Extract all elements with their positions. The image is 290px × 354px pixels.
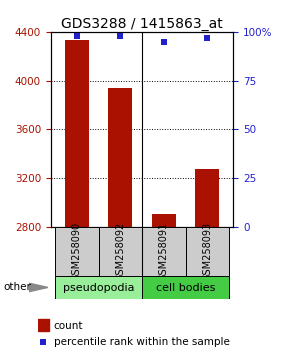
Bar (38, 319, 49, 331)
Bar (186, 227, 229, 276)
Text: GSM258091: GSM258091 (159, 222, 169, 281)
Bar (55, 276, 142, 299)
Bar (108, 88, 132, 227)
Point (162, 39, 166, 45)
Title: GDS3288 / 1415863_at: GDS3288 / 1415863_at (61, 17, 223, 31)
Bar (152, 215, 176, 227)
Polygon shape (29, 283, 48, 292)
Text: GSM258093: GSM258093 (202, 222, 212, 281)
Text: other: other (3, 282, 31, 292)
Point (118, 33, 123, 39)
Bar (55, 227, 99, 276)
Bar (65, 40, 89, 227)
Text: count: count (54, 320, 83, 331)
Bar (142, 276, 229, 299)
Point (75, 33, 79, 39)
Bar (142, 227, 186, 276)
Text: pseudopodia: pseudopodia (63, 282, 134, 293)
Point (205, 35, 210, 41)
Bar (195, 169, 219, 227)
Point (41, 339, 45, 344)
Text: GSM258090: GSM258090 (72, 222, 82, 281)
Bar (99, 227, 142, 276)
Text: percentile rank within the sample: percentile rank within the sample (54, 337, 229, 347)
Text: GSM258092: GSM258092 (115, 222, 125, 281)
Text: cell bodies: cell bodies (156, 282, 215, 293)
